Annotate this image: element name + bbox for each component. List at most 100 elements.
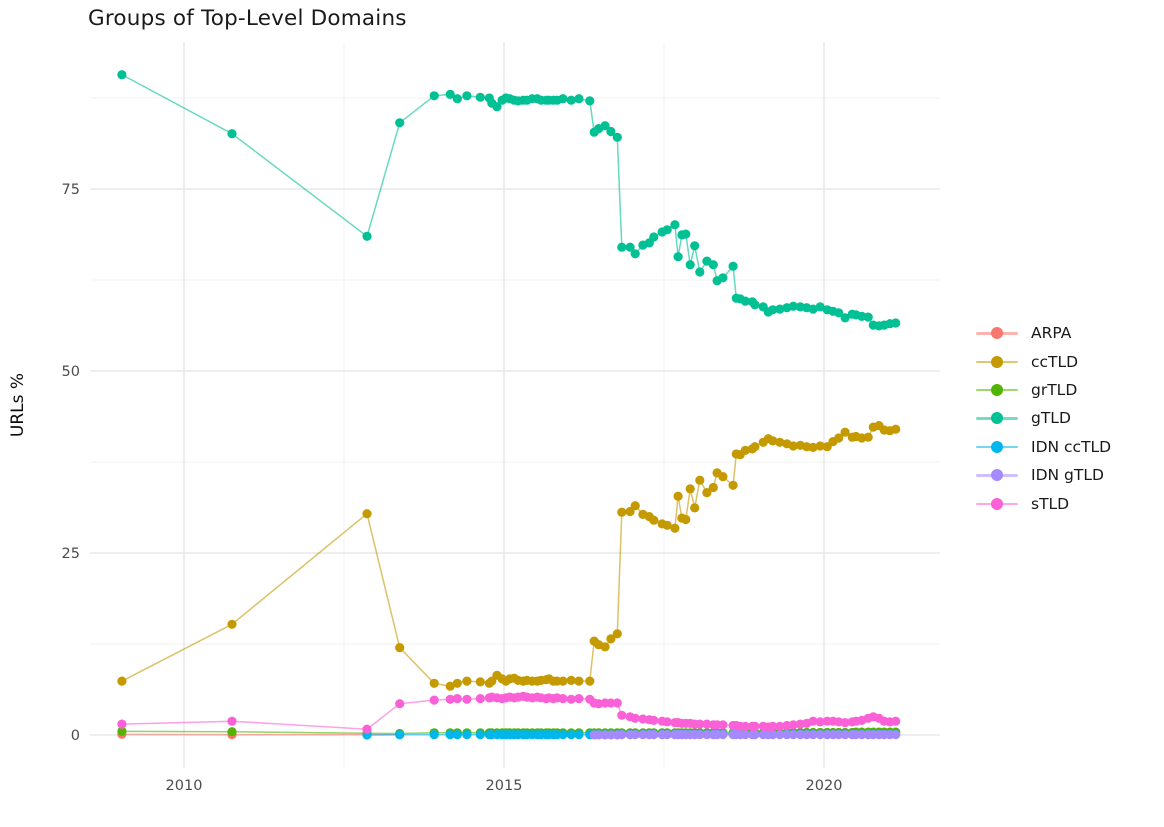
- data-point-cctld: [452, 678, 462, 688]
- data-point-stld: [445, 694, 455, 704]
- data-point-cctld: [728, 480, 738, 490]
- data-point-cctld: [815, 441, 825, 451]
- data-point-gtld: [630, 249, 640, 259]
- data-point-cctld: [566, 675, 576, 686]
- data-point-idn-gtld: [638, 730, 648, 740]
- data-point-idn-gtld: [815, 730, 825, 740]
- x-tick-label: 2010: [166, 778, 203, 794]
- data-point-idn-gtld: [702, 730, 712, 740]
- y-tick-label: 75: [62, 182, 80, 198]
- data-point-gtld: [788, 301, 798, 311]
- data-point-cctld: [395, 643, 405, 653]
- legend-item-grtld: grTLD: [976, 376, 1111, 404]
- data-point-stld: [617, 710, 627, 720]
- legend-key-dot: [991, 383, 1003, 396]
- legend-key-dot: [991, 497, 1003, 510]
- data-point-gtld: [395, 118, 405, 128]
- legend-key-dot: [991, 469, 1003, 482]
- data-point-gtld: [558, 94, 568, 104]
- data-point-gtld: [574, 94, 584, 104]
- data-point-stld: [362, 724, 372, 734]
- data-point-gtld: [891, 318, 901, 328]
- series-line-gtld: [121, 74, 896, 327]
- legend-label: IDN ccTLD: [1031, 437, 1112, 456]
- data-point-gtld: [808, 304, 818, 314]
- data-point-gtld: [673, 252, 683, 262]
- legend-key-icon: [976, 355, 1018, 368]
- data-point-cctld: [695, 475, 705, 485]
- data-point-idn-cctld: [558, 730, 568, 740]
- y-tick-label: 0: [71, 728, 80, 744]
- data-point-idn-gtld: [808, 730, 818, 740]
- data-point-stld: [574, 694, 584, 704]
- data-point-grtld: [227, 727, 237, 737]
- data-point-stld: [840, 718, 850, 728]
- legend-label: IDN gTLD: [1031, 466, 1104, 485]
- data-point-gtld: [662, 225, 672, 235]
- data-point-gtld: [750, 300, 760, 310]
- series-line-arpa: [121, 733, 400, 736]
- legend-item-arpa: ARPA: [976, 319, 1111, 347]
- legend-key-icon: [976, 469, 1018, 482]
- data-point-cctld: [429, 678, 439, 688]
- data-point-cctld: [649, 515, 659, 525]
- data-point-gtld: [585, 96, 595, 106]
- data-point-idn-gtld: [857, 730, 867, 740]
- data-point-gtld: [606, 126, 616, 137]
- data-point-gtld: [452, 94, 462, 104]
- data-point-cctld: [462, 676, 472, 686]
- data-point-gtld: [492, 102, 502, 112]
- data-point-cctld: [718, 472, 728, 482]
- data-point-idn-gtld: [606, 730, 616, 740]
- data-point-idn-gtld: [630, 730, 640, 740]
- data-point-idn-gtld: [891, 730, 901, 740]
- data-point-cctld: [612, 629, 622, 639]
- legend-key-icon: [976, 383, 1018, 396]
- data-point-idn-cctld: [462, 730, 472, 740]
- data-point-stld: [612, 698, 622, 708]
- data-point-gtld: [429, 91, 439, 101]
- data-point-stld: [649, 715, 659, 726]
- data-point-gtld: [718, 273, 728, 283]
- data-point-cctld: [606, 634, 616, 644]
- data-point-stld: [227, 716, 237, 726]
- data-point-cctld: [740, 445, 750, 455]
- data-point-stld: [740, 721, 750, 731]
- data-point-idn-gtld: [662, 730, 672, 740]
- data-point-gtld: [625, 242, 635, 252]
- data-point-stld: [117, 719, 127, 729]
- data-point-cctld: [673, 491, 683, 501]
- data-point-cctld: [840, 427, 850, 437]
- data-point-idn-gtld: [795, 730, 805, 740]
- data-point-cctld: [702, 488, 712, 498]
- data-point-gtld: [863, 312, 873, 322]
- data-point-cctld: [834, 433, 844, 443]
- data-point-idn-gtld: [718, 730, 728, 740]
- data-point-idn-gtld: [775, 730, 785, 740]
- data-point-idn-gtld: [788, 730, 798, 740]
- legend-label: ARPA: [1031, 324, 1072, 343]
- data-point-stld: [606, 698, 616, 708]
- data-point-cctld: [891, 424, 901, 434]
- data-point-stld: [788, 720, 798, 730]
- data-point-cctld: [775, 437, 785, 447]
- legend-key-dot: [991, 327, 1003, 340]
- data-point-idn-gtld: [695, 730, 705, 740]
- data-point-stld: [630, 713, 640, 723]
- legend-item-cctld: ccTLD: [976, 347, 1111, 375]
- data-point-idn-gtld: [782, 730, 792, 740]
- data-point-gtld: [685, 260, 695, 270]
- data-point-gtld: [708, 260, 718, 270]
- data-point-cctld: [670, 523, 680, 533]
- data-point-cctld: [863, 432, 873, 442]
- data-point-cctld: [630, 501, 640, 511]
- data-point-cctld: [475, 677, 485, 687]
- legend-item-idn-gtld: IDN gTLD: [976, 461, 1111, 489]
- data-point-stld: [662, 717, 672, 727]
- data-point-cctld: [445, 681, 455, 691]
- legend-key-icon: [976, 440, 1018, 453]
- data-point-stld: [775, 721, 785, 731]
- legend: ARPA ccTLD grTLD gTLD IDN ccTLD IDN gTLD sTLD: [976, 319, 1111, 518]
- data-point-cctld: [600, 642, 610, 652]
